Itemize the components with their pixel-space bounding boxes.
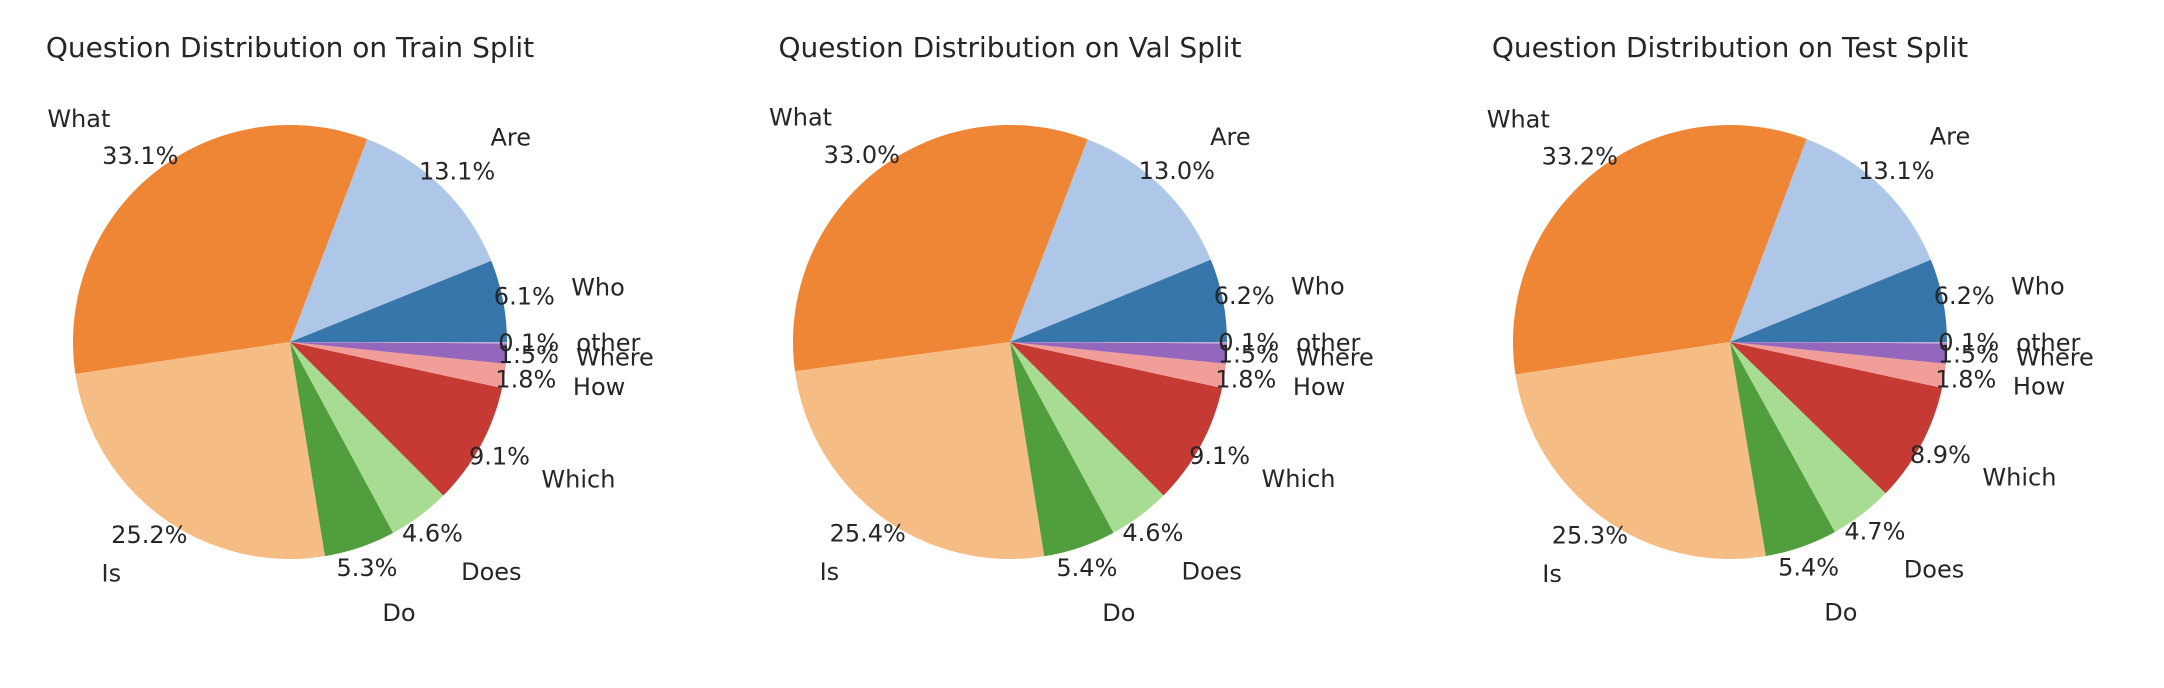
- category-label-how: How: [573, 373, 625, 401]
- pct-label-how: 1.8%: [1935, 365, 1996, 393]
- chart-title-train: Question Distribution on Train Split: [46, 31, 534, 64]
- category-label-which: Which: [1262, 465, 1336, 493]
- pie-slice-are: [1010, 139, 1211, 342]
- category-label-other: other: [576, 329, 640, 357]
- category-label-do: Do: [382, 599, 415, 627]
- pct-label-who: 6.2%: [1934, 282, 1995, 310]
- pct-label-where: 1.5%: [1218, 341, 1279, 369]
- category-label-do: Do: [1824, 599, 1857, 627]
- pie-slice-how: [290, 342, 506, 389]
- pie-slice-does: [1010, 342, 1164, 533]
- pie-slice-which: [1010, 342, 1223, 496]
- category-label-how: How: [1293, 373, 1345, 401]
- pct-label-who: 6.1%: [494, 283, 555, 311]
- category-label-which: Which: [1982, 463, 2056, 491]
- pie-slice-other: [1730, 342, 1948, 344]
- pct-label-other: 0.1%: [1938, 329, 1999, 357]
- pct-label-do: 5.3%: [337, 554, 398, 582]
- category-label-where: Where: [1296, 343, 1374, 371]
- pct-label-what: 33.2%: [1542, 142, 1618, 170]
- pie-slice-what: [792, 124, 1088, 372]
- chart-title-test: Question Distribution on Test Split: [1492, 31, 1968, 64]
- category-label-what: What: [769, 104, 832, 132]
- pct-label-do: 5.4%: [1056, 554, 1117, 582]
- pct-label-how: 1.8%: [1215, 365, 1276, 393]
- pie-slice-is: [794, 342, 1045, 560]
- pct-label-is: 25.4%: [830, 520, 906, 548]
- pct-label-is: 25.3%: [1552, 521, 1628, 549]
- category-label-does: Does: [461, 558, 521, 586]
- category-label-who: Who: [571, 273, 625, 301]
- pie-chart-val-split: Question Distribution on Val Split 6.2% W…: [769, 31, 1374, 627]
- category-label-who: Who: [2011, 273, 2065, 301]
- category-label-who: Who: [1291, 273, 1345, 301]
- category-label-where: Where: [576, 343, 654, 371]
- pie-slice-how: [1010, 342, 1226, 388]
- pie-slice-does: [1730, 342, 1886, 532]
- pct-label-are: 13.0%: [1139, 157, 1215, 185]
- pie-slice-which: [290, 342, 503, 496]
- category-label-other: other: [1296, 329, 1360, 357]
- pie-slice-who: [290, 260, 507, 342]
- pct-label-what: 33.0%: [824, 141, 900, 169]
- pie-slice-where: [1730, 342, 1947, 364]
- pct-label-who: 6.2%: [1214, 282, 1275, 310]
- category-label-is: Is: [1542, 560, 1562, 588]
- pie-slice-are: [1730, 138, 1931, 342]
- pie-slice-how: [1730, 342, 1946, 388]
- pie-slice-other: [1010, 342, 1228, 344]
- pie-slice-what: [1512, 124, 1807, 375]
- pie-slice-do: [1010, 342, 1114, 557]
- category-label-which: Which: [541, 465, 615, 493]
- pie-slice-do: [1730, 342, 1835, 557]
- pie-slice-do: [290, 342, 394, 557]
- pie-chart-test-split: Question Distribution on Test Split 6.2%…: [1487, 31, 2094, 627]
- pie-slice-what: [73, 125, 368, 374]
- pie-slice-is: [75, 342, 325, 559]
- pie-slice-who: [1010, 259, 1227, 342]
- pie-slice-is: [1515, 342, 1766, 559]
- pct-label-other: 0.1%: [498, 329, 559, 357]
- pct-label-how: 1.8%: [495, 365, 556, 393]
- pct-label-which: 9.1%: [469, 442, 530, 470]
- pct-label-do: 5.4%: [1778, 553, 1839, 581]
- pct-label-is: 25.2%: [111, 521, 187, 549]
- category-label-are: Are: [1930, 123, 1971, 151]
- pct-label-are: 13.1%: [1858, 157, 1934, 185]
- category-label-does: Does: [1182, 557, 1242, 585]
- pie-slice-are: [290, 139, 492, 342]
- pct-label-what: 33.1%: [102, 142, 178, 170]
- category-label-where: Where: [2016, 343, 2094, 371]
- pie-slice-where: [290, 342, 507, 364]
- pct-label-where: 1.5%: [1938, 341, 1999, 369]
- pie-slice-does: [290, 342, 444, 533]
- category-label-what: What: [47, 105, 110, 133]
- category-label-are: Are: [491, 123, 532, 151]
- chart-title-val: Question Distribution on Val Split: [778, 31, 1241, 64]
- category-label-does: Does: [1904, 556, 1964, 584]
- pct-label-where: 1.5%: [498, 341, 559, 369]
- pie-slice-where: [1010, 342, 1227, 364]
- pct-label-other: 0.1%: [1218, 329, 1279, 357]
- category-label-how: How: [2013, 373, 2065, 401]
- category-label-is: Is: [102, 559, 122, 587]
- pct-label-which: 9.1%: [1189, 442, 1250, 470]
- pie-slice-other: [290, 342, 508, 344]
- pct-label-which: 8.9%: [1910, 441, 1971, 469]
- category-label-what: What: [1487, 105, 1550, 133]
- category-label-other: other: [2016, 329, 2080, 357]
- pct-label-does: 4.6%: [402, 520, 463, 548]
- category-label-is: Is: [820, 558, 840, 586]
- pie-chart-train-split: Question Distribution on Train Split 6.1…: [46, 31, 654, 627]
- pie-slice-which: [1730, 342, 1943, 494]
- pct-label-does: 4.6%: [1122, 519, 1183, 547]
- pie-slice-who: [1730, 259, 1947, 342]
- category-label-are: Are: [1210, 123, 1251, 151]
- pct-label-are: 13.1%: [419, 158, 495, 186]
- pct-label-does: 4.7%: [1844, 518, 1905, 546]
- category-label-do: Do: [1102, 599, 1135, 627]
